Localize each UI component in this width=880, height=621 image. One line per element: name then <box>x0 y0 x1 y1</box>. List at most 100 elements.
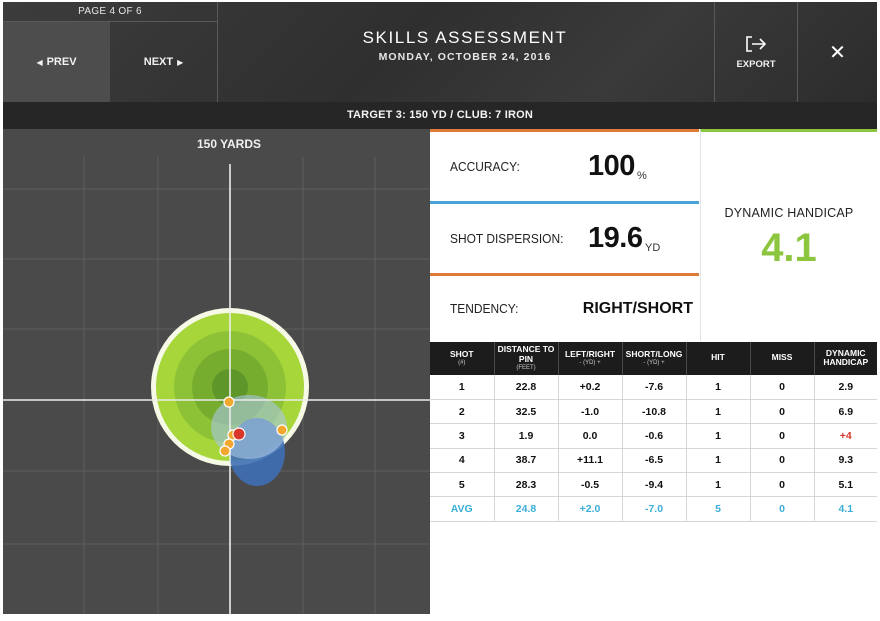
cell-hit: 1 <box>686 472 751 498</box>
cell-shot: 2 <box>430 399 495 425</box>
divider <box>797 2 798 102</box>
col-header-miss: MISS <box>750 342 815 375</box>
cell-left-right: -1.0 <box>558 399 623 425</box>
export-arrow-icon <box>746 35 767 52</box>
divider <box>217 2 218 102</box>
page-indicator: PAGE 4 OF 6 <box>3 2 217 22</box>
handicap-value: 4.1 <box>761 226 817 270</box>
triangle-left-icon: ◀ <box>36 57 43 67</box>
shot-dispersion-chart: 150 YARDS <box>3 129 430 614</box>
table-row: 4 38.7 +11.1 -6.5 1 0 9.3 <box>430 448 877 474</box>
shot-marker <box>219 445 231 457</box>
cell-distance: 28.3 <box>494 472 559 498</box>
table-header-row: SHOT (#) DISTANCE TO PIN (FEET) LEFT/RIGHT… <box>430 342 877 375</box>
table-avg-row: AVG 24.8 +2.0 -7.0 5 0 4.1 <box>430 496 877 522</box>
cell-handicap: 4.1 <box>814 496 877 522</box>
cell-handicap: 5.1 <box>814 472 877 498</box>
table-row: 3 1.9 0.0 -0.6 1 0 +4 <box>430 423 877 449</box>
cell-hit: 1 <box>686 423 751 449</box>
cell-miss: 0 <box>750 423 815 449</box>
cell-short-long: -9.4 <box>622 472 687 498</box>
cell-shot: 1 <box>430 375 495 400</box>
cell-distance: 22.8 <box>494 375 559 400</box>
cell-short-long: -6.5 <box>622 448 687 474</box>
dispersion-unit: YD <box>645 242 661 254</box>
col-header-shot: SHOT (#) <box>430 342 495 375</box>
cell-handicap: 9.3 <box>814 448 877 474</box>
cell-handicap: +4 <box>814 423 877 449</box>
prev-label: PREV <box>46 56 77 68</box>
accuracy-label: ACCURACY: <box>450 159 520 174</box>
cell-short-long: -0.6 <box>622 423 687 449</box>
export-button[interactable]: EXPORT <box>715 2 797 102</box>
close-icon: ✕ <box>829 41 846 64</box>
accuracy-unit: % <box>637 170 647 182</box>
cell-hit: 1 <box>686 448 751 474</box>
col-header-left-right: LEFT/RIGHT - (YD) + <box>558 342 623 375</box>
col-header-short-long: SHORT/LONG - (YD) + <box>622 342 687 375</box>
cell-miss: 0 <box>750 496 815 522</box>
next-button[interactable]: NEXT ▶ <box>110 22 217 102</box>
cell-distance: 24.8 <box>494 496 559 522</box>
cell-left-right: +0.2 <box>558 375 623 400</box>
cell-miss: 0 <box>750 399 815 425</box>
skills-assessment-screen: PAGE 4 OF 6 ◀ PREV NEXT ▶ SKILLS ASSESSM… <box>3 2 877 614</box>
accuracy-value: 100 <box>588 150 635 182</box>
header: PAGE 4 OF 6 ◀ PREV NEXT ▶ SKILLS ASSESSM… <box>3 2 877 102</box>
cell-hit: 1 <box>686 375 751 400</box>
triangle-right-icon: ▶ <box>177 57 184 67</box>
distance-label: 150 YARDS <box>196 137 262 151</box>
accuracy-stat: ACCURACY: 100 % <box>430 129 699 201</box>
cell-hit: 5 <box>686 496 751 522</box>
col-header-distance: DISTANCE TO PIN (FEET) <box>494 342 559 375</box>
page-title: SKILLS ASSESSMENT <box>362 28 568 47</box>
title-block: SKILLS ASSESSMENT MONDAY, OCTOBER 24, 20… <box>217 28 713 63</box>
col-header-handicap: DYNAMIC HANDICAP <box>814 342 877 375</box>
cell-handicap: 6.9 <box>814 399 877 425</box>
cell-miss: 0 <box>750 375 815 400</box>
cell-shot: AVG <box>430 496 495 522</box>
divider <box>714 2 715 102</box>
export-label: EXPORT <box>736 58 776 70</box>
target-bar: TARGET 3: 150 YD / CLUB: 7 IRON <box>3 102 877 129</box>
shot-marker <box>223 396 235 408</box>
prev-button[interactable]: ◀ PREV <box>3 22 110 102</box>
tendency-label: TENDENCY: <box>450 301 519 316</box>
dispersion-value: 19.6 <box>588 222 643 254</box>
dispersion-stat: SHOT DISPERSION: 19.6 YD <box>430 201 699 273</box>
shot-marker <box>276 424 288 436</box>
cell-miss: 0 <box>750 472 815 498</box>
next-label: NEXT <box>143 56 174 68</box>
cell-short-long: -7.6 <box>622 375 687 400</box>
cell-handicap: 2.9 <box>814 375 877 400</box>
session-date: MONDAY, OCTOBER 24, 2016 <box>378 51 552 63</box>
cell-hit: 1 <box>686 399 751 425</box>
cell-left-right: +2.0 <box>558 496 623 522</box>
average-shot-marker <box>232 427 246 441</box>
cell-distance: 32.5 <box>494 399 559 425</box>
table-row: 2 32.5 -1.0 -10.8 1 0 6.9 <box>430 399 877 425</box>
tendency-value: RIGHT/SHORT <box>582 299 693 317</box>
cell-short-long: -10.8 <box>622 399 687 425</box>
grid <box>3 157 430 614</box>
table-row: 1 22.8 +0.2 -7.6 1 0 2.9 <box>430 375 877 400</box>
cell-left-right: 0.0 <box>558 423 623 449</box>
cell-left-right: -0.5 <box>558 472 623 498</box>
cell-shot: 5 <box>430 472 495 498</box>
handicap-label: DYNAMIC HANDICAP <box>724 206 854 220</box>
dynamic-handicap-box: DYNAMIC HANDICAP 4.1 <box>700 129 877 341</box>
cell-distance: 38.7 <box>494 448 559 474</box>
cell-short-long: -7.0 <box>622 496 687 522</box>
tendency-stat: TENDENCY: RIGHT/SHORT <box>430 273 699 341</box>
close-button[interactable]: ✕ <box>798 2 877 102</box>
stats-panel: ACCURACY: 100 % SHOT DISPERSION: 19.6 YD… <box>430 129 877 614</box>
dispersion-label: SHOT DISPERSION: <box>450 231 564 246</box>
cell-distance: 1.9 <box>494 423 559 449</box>
cell-shot: 4 <box>430 448 495 474</box>
table-row: 5 28.3 -0.5 -9.4 1 0 5.1 <box>430 472 877 498</box>
cell-left-right: +11.1 <box>558 448 623 474</box>
cell-miss: 0 <box>750 448 815 474</box>
dispersion-plot <box>3 157 430 614</box>
col-header-hit: HIT <box>686 342 751 375</box>
shots-table: SHOT (#) DISTANCE TO PIN (FEET) LEFT/RIGHT… <box>430 342 877 522</box>
